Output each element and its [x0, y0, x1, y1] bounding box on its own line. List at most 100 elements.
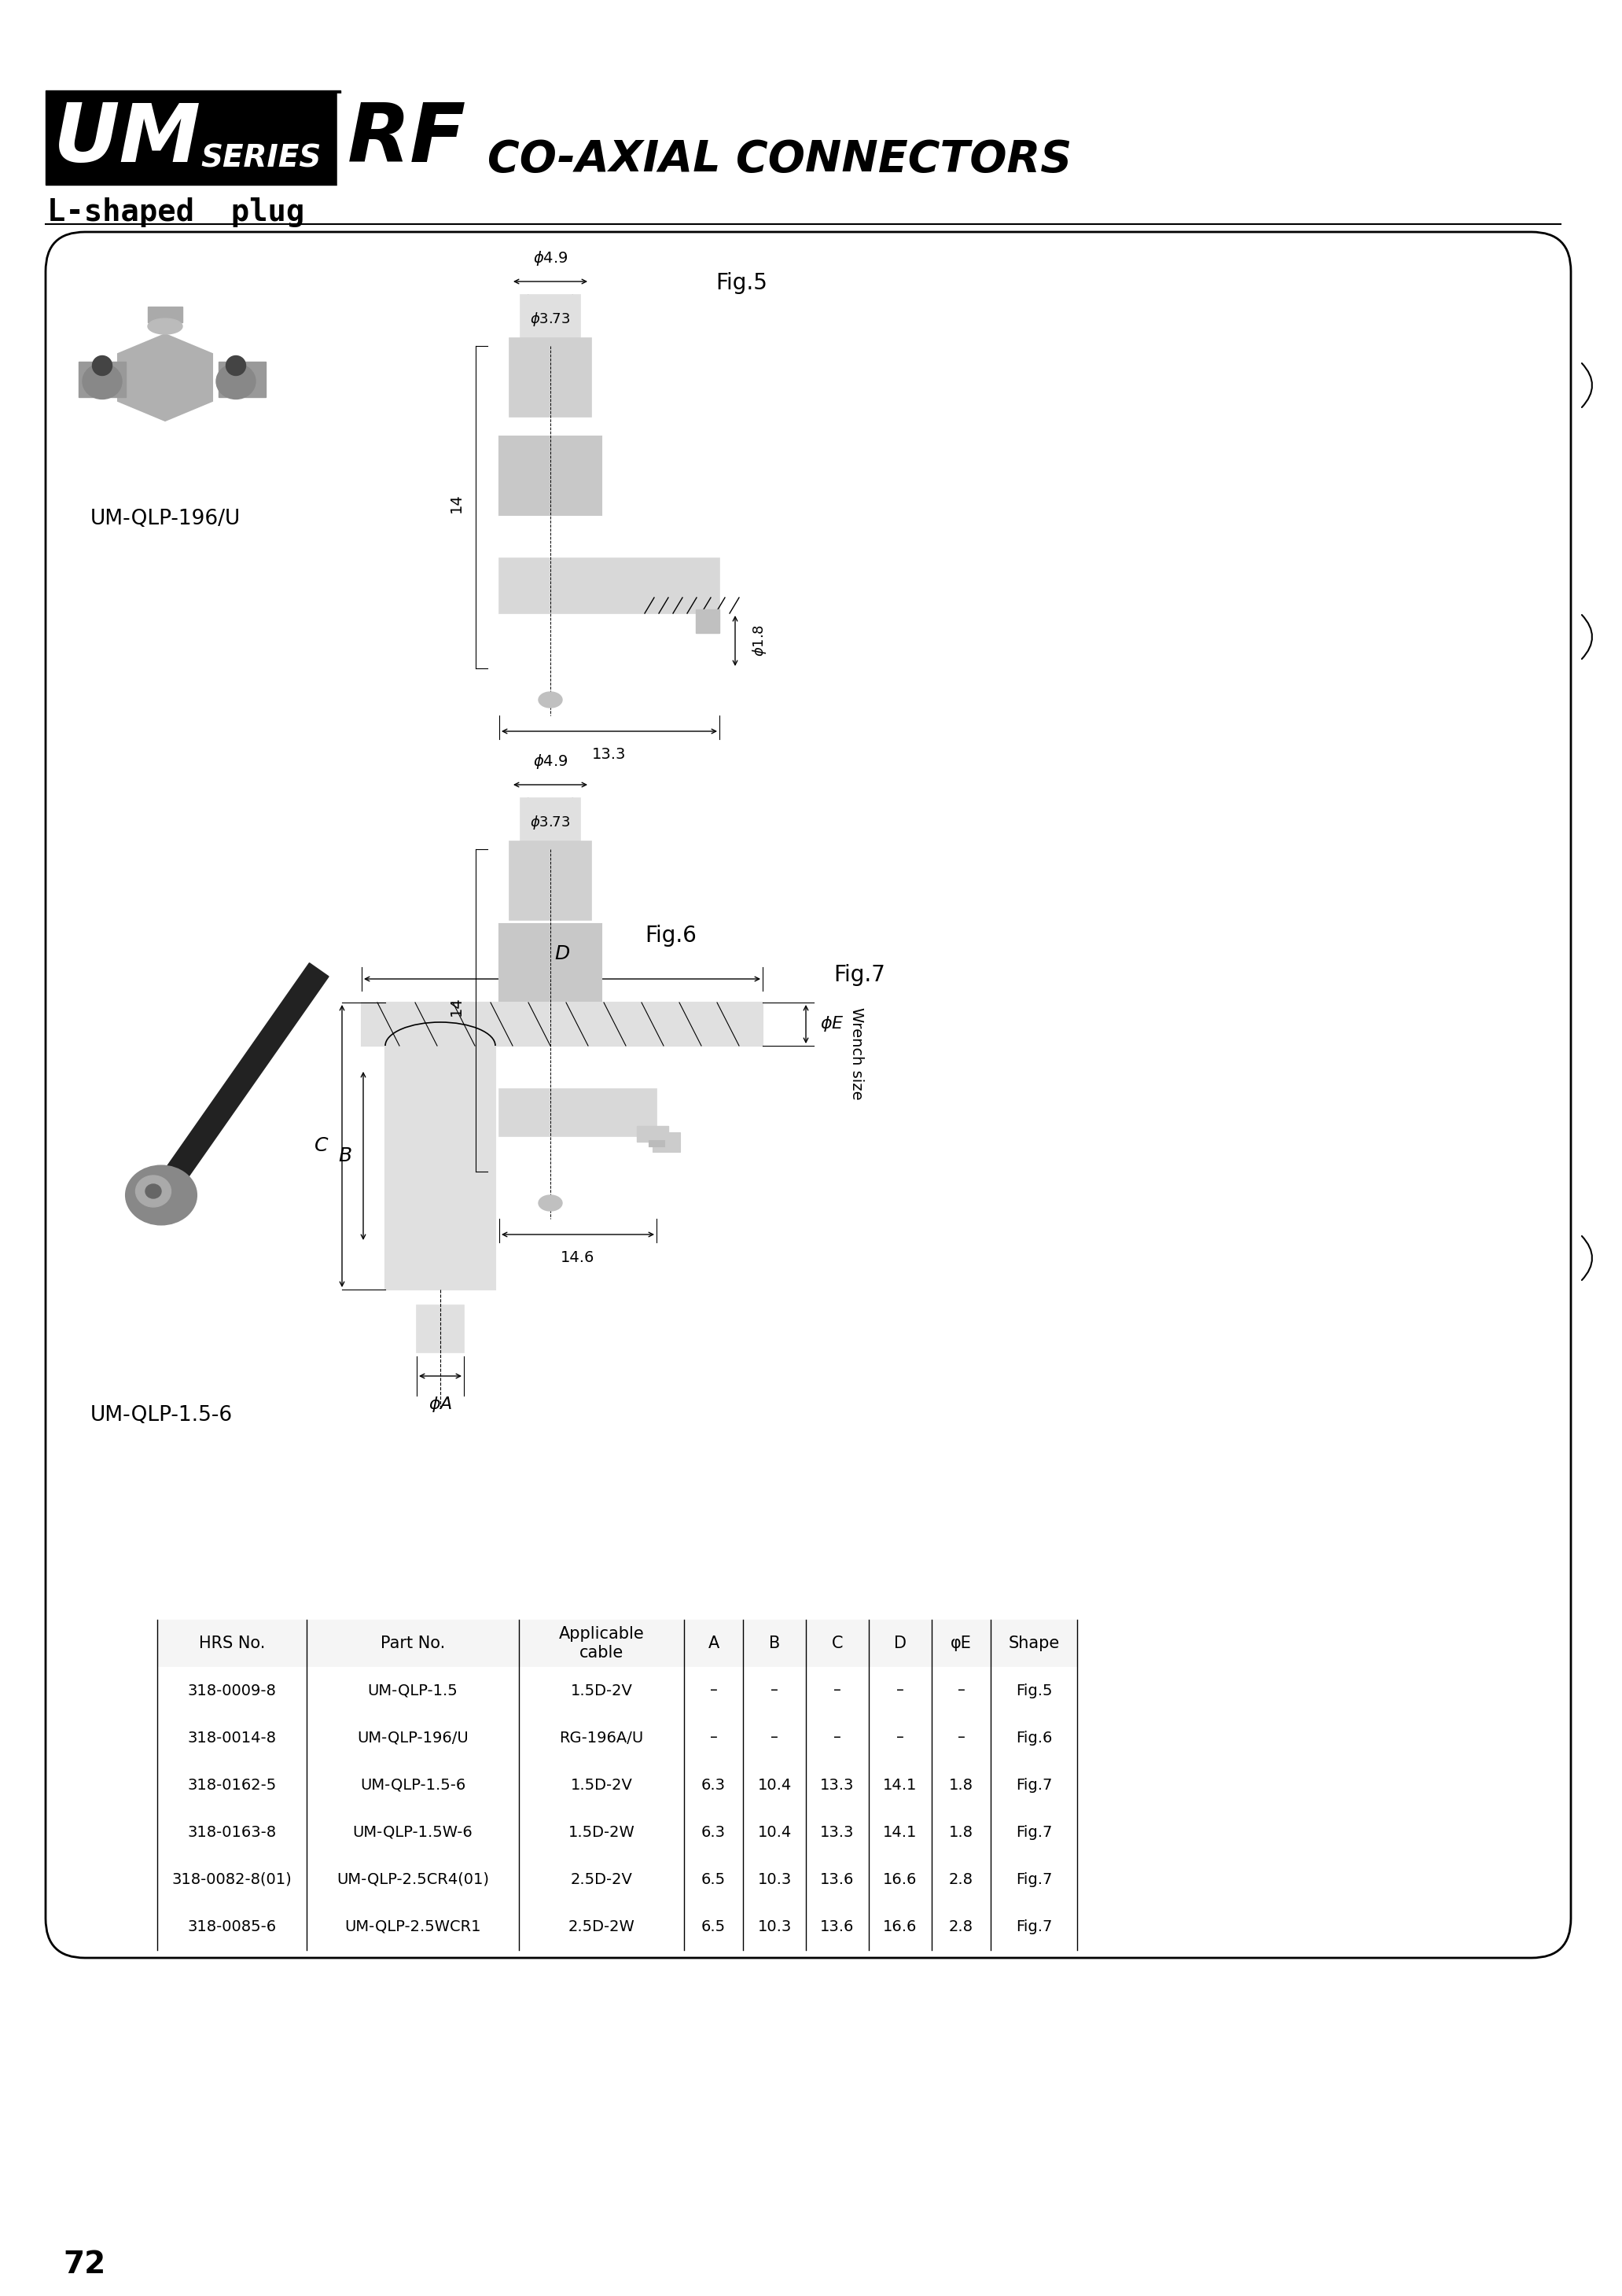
Text: Applicable
cable: Applicable cable [558, 1626, 644, 1660]
Bar [337, 94, 1557, 184]
Text: 6.5: 6.5 [701, 1919, 725, 1933]
Text: A: A [707, 1635, 719, 1651]
Text: 14: 14 [449, 996, 464, 1017]
Text: –: – [770, 1731, 779, 1745]
Polygon shape [118, 335, 212, 420]
Text: φE: φE [950, 1635, 972, 1651]
Text: 2.5D-2V: 2.5D-2V [571, 1871, 633, 1887]
Polygon shape [151, 962, 329, 1201]
Bar [157, 1715, 1077, 1761]
Text: Fig.5: Fig.5 [1015, 1683, 1053, 1699]
Text: UM-QLP-1.5W-6: UM-QLP-1.5W-6 [352, 1825, 474, 1839]
Bar [157, 1809, 1077, 1855]
Text: UM-QLP-1.5-6: UM-QLP-1.5-6 [89, 1405, 232, 1426]
Text: 318-0162-5: 318-0162-5 [188, 1777, 276, 1793]
Text: 13.3: 13.3 [821, 1825, 855, 1839]
Text: 6.3: 6.3 [701, 1825, 725, 1839]
Text: B: B [337, 1146, 352, 1166]
Text: –: – [897, 1731, 903, 1745]
Text: 16.6: 16.6 [884, 1919, 918, 1933]
Text: 1.8: 1.8 [949, 1777, 973, 1793]
Ellipse shape [136, 1176, 170, 1208]
Text: Fig.6: Fig.6 [1015, 1731, 1053, 1745]
Ellipse shape [216, 363, 256, 400]
Bar [157, 1667, 1077, 1715]
Ellipse shape [539, 691, 563, 707]
Text: 1.5D-2V: 1.5D-2V [571, 1777, 633, 1793]
Bar [500, 923, 602, 1017]
Text: UM-QLP-2.5CR4(01): UM-QLP-2.5CR4(01) [336, 1871, 490, 1887]
Text: 1.5D-2V: 1.5D-2V [571, 1683, 633, 1699]
Text: Wrench size: Wrench size [850, 1008, 865, 1100]
Text: 10.3: 10.3 [757, 1871, 792, 1887]
Text: L-shaped  plug: L-shaped plug [47, 197, 305, 227]
Bar [652, 1132, 680, 1153]
Bar [500, 558, 720, 613]
Text: C: C [315, 1137, 328, 1155]
Text: $\phi$4.9: $\phi$4.9 [534, 753, 568, 771]
Text: 13.3: 13.3 [592, 746, 626, 762]
Bar [509, 338, 592, 418]
Text: –: – [834, 1731, 842, 1745]
Text: Fig.7: Fig.7 [1015, 1825, 1053, 1839]
Text: Fig.7: Fig.7 [1015, 1871, 1053, 1887]
Bar [386, 1045, 495, 1290]
Text: –: – [710, 1683, 717, 1699]
Text: C: C [832, 1635, 843, 1651]
Text: UM-QLP-1.5: UM-QLP-1.5 [368, 1683, 457, 1699]
Text: B: B [769, 1635, 780, 1651]
Text: UM-QLP-196/U: UM-QLP-196/U [357, 1731, 469, 1745]
Text: $\phi$3.73: $\phi$3.73 [530, 813, 571, 831]
Bar [362, 1003, 762, 1045]
Ellipse shape [225, 356, 245, 377]
Bar [500, 436, 602, 514]
Text: Fig.7: Fig.7 [1015, 1919, 1053, 1933]
Text: Fig.7: Fig.7 [834, 964, 886, 985]
Text: 13.3: 13.3 [821, 1777, 855, 1793]
Text: 14: 14 [449, 494, 464, 512]
Text: 318-0009-8: 318-0009-8 [188, 1683, 276, 1699]
Text: 10.4: 10.4 [757, 1777, 792, 1793]
Text: 2.8: 2.8 [949, 1919, 973, 1933]
Text: 318-0163-8: 318-0163-8 [188, 1825, 276, 1839]
Bar [148, 308, 182, 321]
Text: –: – [897, 1683, 903, 1699]
Text: 72: 72 [63, 2250, 105, 2280]
Text: 14.1: 14.1 [884, 1777, 918, 1793]
Text: RF: RF [347, 99, 467, 179]
Text: Shape: Shape [1009, 1635, 1059, 1651]
Text: –: – [770, 1683, 779, 1699]
Text: 14.1: 14.1 [884, 1825, 918, 1839]
Text: 16.6: 16.6 [884, 1871, 918, 1887]
Text: –: – [710, 1731, 717, 1745]
Text: D: D [894, 1635, 907, 1651]
Ellipse shape [539, 1196, 563, 1210]
Text: UM-QLP-196/U: UM-QLP-196/U [89, 510, 240, 528]
Text: UM-QLP-2.5WCR1: UM-QLP-2.5WCR1 [344, 1919, 482, 1933]
Text: CO-AXIAL CONNECTORS: CO-AXIAL CONNECTORS [488, 138, 1072, 181]
Text: 6.5: 6.5 [701, 1871, 725, 1887]
Bar [78, 363, 127, 397]
Text: Part No.: Part No. [381, 1635, 444, 1651]
Text: $\phi$A: $\phi$A [428, 1396, 453, 1414]
Ellipse shape [83, 363, 122, 400]
Text: $\phi$4.9: $\phi$4.9 [534, 250, 568, 266]
Text: 10.4: 10.4 [757, 1825, 792, 1839]
Ellipse shape [146, 1185, 161, 1199]
Text: 13.6: 13.6 [821, 1919, 855, 1933]
Text: 318-0014-8: 318-0014-8 [188, 1731, 276, 1745]
Text: 6.3: 6.3 [701, 1777, 725, 1793]
Text: –: – [834, 1683, 842, 1699]
Text: 318-0085-6: 318-0085-6 [188, 1919, 276, 1933]
Text: 1.8: 1.8 [949, 1825, 973, 1839]
Bar [696, 608, 720, 634]
Bar [649, 1141, 665, 1146]
Bar [521, 294, 581, 347]
Text: $\phi$E: $\phi$E [821, 1015, 843, 1033]
Text: RG-196A/U: RG-196A/U [560, 1731, 644, 1745]
Bar [157, 1903, 1077, 1949]
Text: Fig.5: Fig.5 [715, 271, 767, 294]
Bar [509, 840, 592, 921]
Text: UM-QLP-1.5-6: UM-QLP-1.5-6 [360, 1777, 466, 1793]
Ellipse shape [148, 319, 182, 335]
